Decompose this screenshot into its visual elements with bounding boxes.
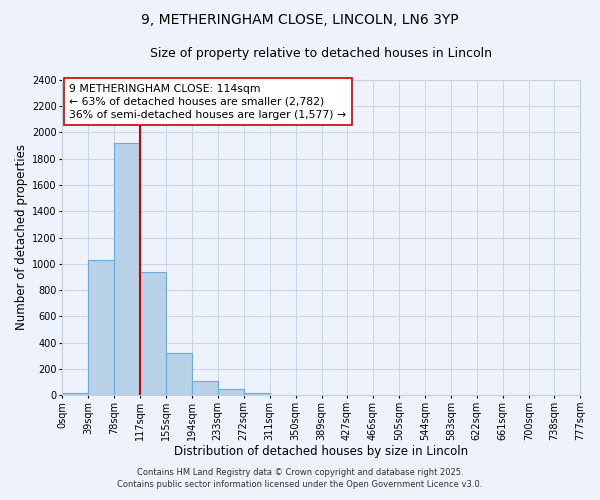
Bar: [191, 382, 218, 396]
Text: 9, METHERINGHAM CLOSE, LINCOLN, LN6 3YP: 9, METHERINGHAM CLOSE, LINCOLN, LN6 3YP: [141, 12, 459, 26]
Bar: [218, 390, 244, 396]
Text: Contains HM Land Registry data © Crown copyright and database right 2025.
Contai: Contains HM Land Registry data © Crown c…: [118, 468, 482, 489]
Bar: [88, 260, 115, 396]
Bar: [115, 143, 140, 396]
Text: 9 METHERINGHAM CLOSE: 114sqm
← 63% of detached houses are smaller (2,782)
36% of: 9 METHERINGHAM CLOSE: 114sqm ← 63% of de…: [69, 84, 346, 120]
X-axis label: Distribution of detached houses by size in Lincoln: Distribution of detached houses by size …: [174, 444, 468, 458]
Bar: [244, 392, 269, 396]
Bar: [62, 392, 88, 396]
Y-axis label: Number of detached properties: Number of detached properties: [15, 144, 28, 330]
Bar: [140, 272, 166, 396]
Title: Size of property relative to detached houses in Lincoln: Size of property relative to detached ho…: [150, 48, 492, 60]
Bar: [166, 353, 191, 396]
